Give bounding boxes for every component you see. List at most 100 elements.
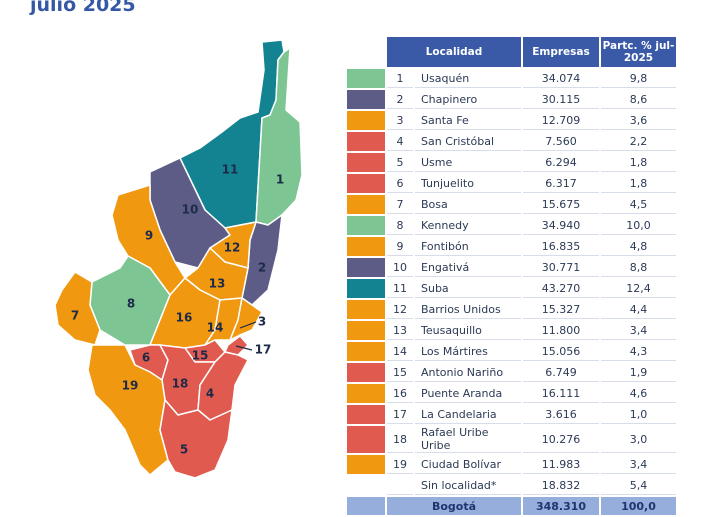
row-pct: 9,8 [601,69,676,88]
table-row: 19 Ciudad Bolívar 11.983 3,4 [347,455,676,474]
row-pct: 1,8 [601,153,676,172]
localidades-table-wrap: Localidad Empresas Partc. % jul-2025 1 Us… [345,35,676,517]
table-row: 13 Teusaquillo 11.800 3,4 [347,321,676,340]
row-pct: 4,3 [601,342,676,361]
region-usme [159,399,233,479]
row-number: 19 [387,455,413,474]
table-header-row: Localidad Empresas Partc. % jul-2025 [347,37,676,67]
map-label-17: 17 [255,343,272,357]
map-label-4: 4 [206,387,214,401]
row-pct: 1,0 [601,405,676,424]
row-localidad: Rafael Uribe Uribe [415,426,521,453]
row-empresas: 15.327 [523,300,599,319]
total-name: Bogotá [387,497,521,515]
row-localidad: Bosa [415,195,521,214]
color-swatch [347,321,385,340]
row-number: 4 [387,132,413,151]
table-row: 16 Puente Aranda 16.111 4,6 [347,384,676,403]
row-empresas: 43.270 [523,279,599,298]
page-title: julio 2025 [30,0,136,16]
map-label-1: 1 [276,173,284,187]
leader-line-17 [235,345,253,351]
row-number: 16 [387,384,413,403]
color-swatch [347,455,385,474]
row-empresas: 15.675 [523,195,599,214]
color-swatch [347,174,385,193]
region-san-cristobal [197,351,249,421]
header-blank [347,37,385,67]
row-localidad: Fontibón [415,237,521,256]
row-pct: 3,4 [601,321,676,340]
map-label-10: 10 [182,203,199,217]
table-row: 1 Usaquén 34.074 9,8 [347,69,676,88]
color-swatch [347,111,385,130]
row-empresas: 30.115 [523,90,599,109]
row-number [387,476,413,495]
row-empresas: 3.616 [523,405,599,424]
map-label-19: 19 [122,379,139,393]
row-localidad: Teusaquillo [415,321,521,340]
row-empresas: 16.111 [523,384,599,403]
color-swatch [347,237,385,256]
color-swatch [347,195,385,214]
table-row: 3 Santa Fe 12.709 3,6 [347,111,676,130]
row-empresas: 6.317 [523,174,599,193]
row-localidad: Chapinero [415,90,521,109]
row-number: 8 [387,216,413,235]
color-swatch [347,384,385,403]
map-label-9: 9 [145,229,153,243]
color-swatch [347,90,385,109]
row-pct: 1,8 [601,174,676,193]
row-pct: 2,2 [601,132,676,151]
table-row: 12 Barrios Unidos 15.327 4,4 [347,300,676,319]
row-number: 6 [387,174,413,193]
header-partc: Partc. % jul-2025 [601,37,676,67]
row-localidad: Sin localidad* [415,476,521,495]
color-swatch [347,300,385,319]
map-label-12: 12 [224,241,241,255]
row-number: 2 [387,90,413,109]
map-label-7: 7 [71,309,79,323]
localidades-table: Localidad Empresas Partc. % jul-2025 1 Us… [345,35,678,517]
header-empresas: Empresas [523,37,599,67]
row-number: 17 [387,405,413,424]
map-label-18: 18 [172,377,189,391]
row-empresas: 12.709 [523,111,599,130]
row-localidad: Usme [415,153,521,172]
row-pct: 10,0 [601,216,676,235]
map-label-5: 5 [180,443,188,457]
table-row: 14 Los Mártires 15.056 4,3 [347,342,676,361]
row-localidad: Puente Aranda [415,384,521,403]
map-label-16: 16 [176,311,193,325]
row-pct: 3,6 [601,111,676,130]
table-row: 8 Kennedy 34.940 10,0 [347,216,676,235]
row-empresas: 11.983 [523,455,599,474]
color-swatch [347,363,385,382]
color-swatch [347,405,385,424]
header-localidad: Localidad [387,37,521,67]
table-row: 18 Rafael Uribe Uribe 10.276 3,0 [347,426,676,453]
row-localidad: Kennedy [415,216,521,235]
color-swatch [347,426,385,453]
row-pct: 12,4 [601,279,676,298]
row-empresas: 7.560 [523,132,599,151]
row-number: 14 [387,342,413,361]
row-localidad: San Cristóbal [415,132,521,151]
total-pct: 100,0 [601,497,676,515]
row-number: 5 [387,153,413,172]
table-row: 2 Chapinero 30.115 8,6 [347,90,676,109]
row-localidad: Santa Fe [415,111,521,130]
row-number: 18 [387,426,413,453]
row-empresas: 11.800 [523,321,599,340]
map-label-14: 14 [207,321,224,335]
row-empresas: 6.294 [523,153,599,172]
row-empresas: 6.749 [523,363,599,382]
color-swatch [347,216,385,235]
table-row: 6 Tunjuelito 6.317 1,8 [347,174,676,193]
row-localidad: Ciudad Bolívar [415,455,521,474]
row-number: 11 [387,279,413,298]
color-swatch [347,279,385,298]
table-row: 5 Usme 6.294 1,8 [347,153,676,172]
region-la-candelaria [224,335,249,356]
color-swatch [347,476,385,495]
